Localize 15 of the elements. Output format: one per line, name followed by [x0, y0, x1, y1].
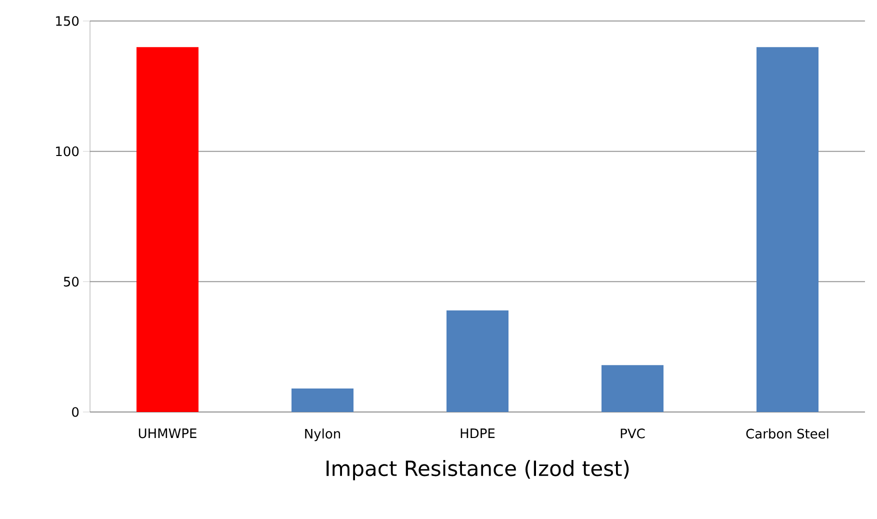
bar: [136, 47, 198, 412]
y-tick-label: 100: [56, 146, 79, 156]
x-tick-label: HDPE: [460, 428, 495, 438]
y-tick-label: 50: [64, 276, 79, 287]
x-tick-label: Nylon: [305, 428, 340, 442]
bar: [756, 47, 819, 412]
x-tick-label: Carbon Steel: [746, 428, 828, 439]
x-axis-title: Impact Resistance (Izod test): [326, 460, 629, 480]
x-tick-label: UHMWPE: [138, 428, 196, 438]
y-tick-label: 150: [56, 16, 79, 26]
x-tick-label: PVC: [620, 428, 645, 438]
bar: [602, 365, 664, 412]
y-tick-label: 0: [72, 407, 79, 417]
bar: [446, 310, 509, 412]
bar: [292, 388, 354, 412]
